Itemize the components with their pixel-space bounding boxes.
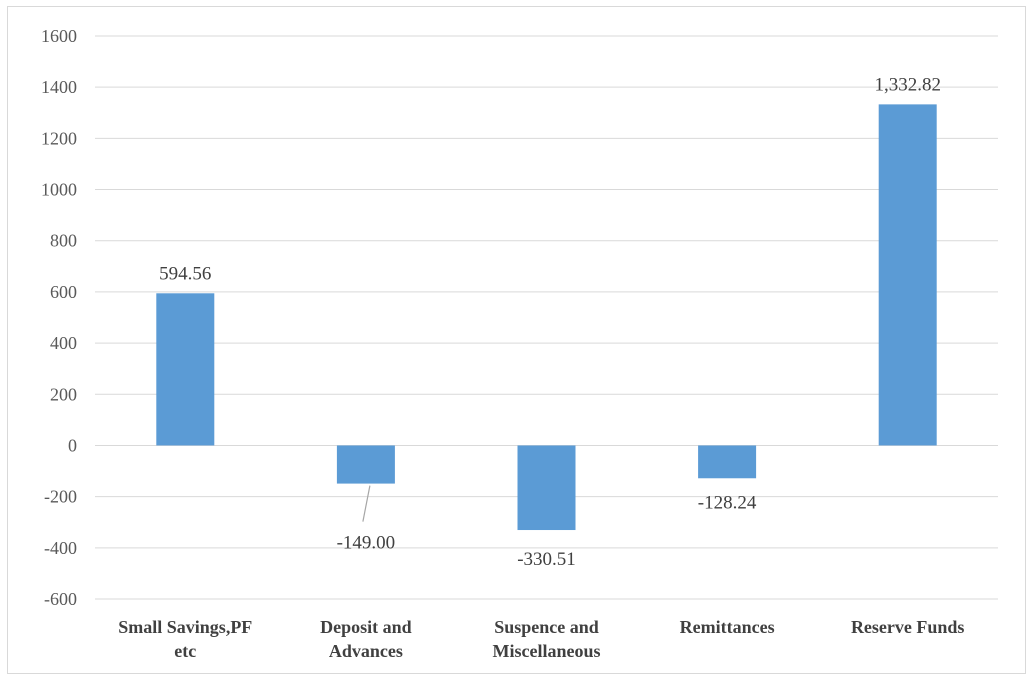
y-tick-label: 400: [50, 333, 77, 353]
category-label: Deposit and: [320, 617, 412, 637]
data-label: -149.00: [337, 533, 396, 554]
y-tick-label: 600: [50, 282, 77, 302]
data-label: -330.51: [517, 549, 576, 570]
y-tick-label: 0: [68, 435, 77, 455]
y-tick-label: -200: [44, 487, 77, 507]
data-label: 594.56: [159, 263, 211, 284]
bar: [336, 445, 395, 484]
category-label: Reserve Funds: [851, 617, 965, 637]
y-tick-label: 800: [50, 231, 77, 251]
x-axis-category-labels: Small Savings,PF etc Deposit and Advances Su…: [118, 617, 964, 661]
y-tick-label: -400: [44, 538, 77, 558]
y-tick-label: -600: [44, 589, 77, 609]
y-tick-label: 200: [50, 384, 77, 404]
y-tick-label: 1600: [41, 26, 77, 46]
y-tick-label: 1200: [41, 128, 77, 148]
bar: [698, 445, 757, 479]
category-label: Miscellaneous: [493, 641, 601, 661]
bar: [878, 104, 937, 446]
bar: [156, 293, 215, 446]
bars: [156, 104, 937, 531]
leader-lines: [362, 485, 371, 522]
category-label: Remittances: [680, 617, 775, 637]
y-axis-tick-labels: 1600 1400 1200 1000 800 600 400 200 0 -200 -400 -60…: [41, 26, 77, 609]
category-label: Advances: [329, 641, 403, 661]
y-tick-label: 1400: [41, 77, 77, 97]
leader-line: [362, 485, 371, 522]
data-label: 1,332.82: [874, 74, 941, 95]
data-labels: 594.56 -149.00 -330.51 -128.24 1,332.82: [159, 74, 941, 570]
y-tick-label: 1000: [41, 180, 77, 200]
category-label: Small Savings,PF: [118, 617, 252, 637]
data-label: -128.24: [698, 492, 757, 513]
category-label: etc: [174, 641, 196, 661]
category-label: Suspence and: [494, 617, 599, 637]
bar: [517, 445, 576, 531]
